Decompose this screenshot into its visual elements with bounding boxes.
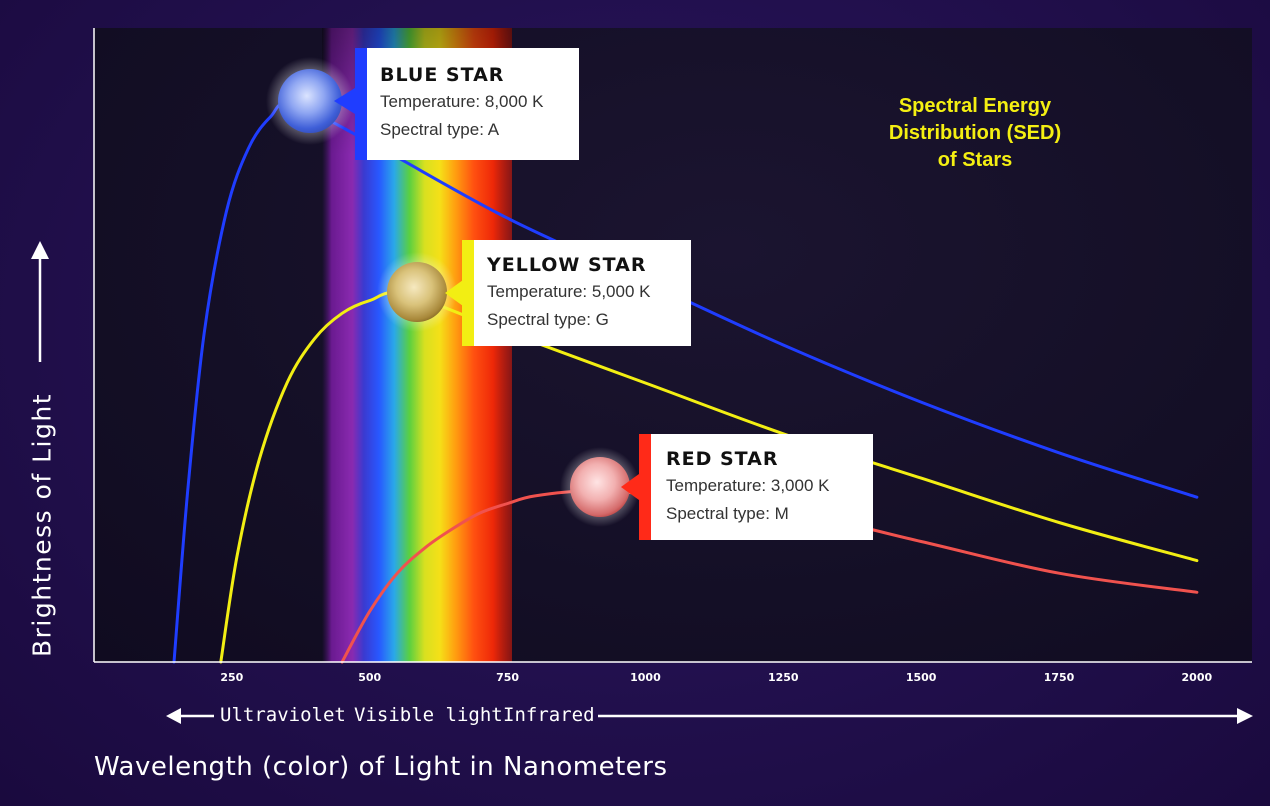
x-tick-label: 2000 — [1182, 671, 1213, 684]
yellow-star-icon — [377, 252, 457, 332]
blue-callout-pointer — [334, 88, 355, 114]
chart-title-line: Spectral Energy — [898, 95, 1052, 117]
red-star-temperature: Temperature: 3,000 K — [666, 476, 830, 495]
x-tick-label: 1000 — [630, 671, 661, 684]
y-direction-arrow — [31, 241, 49, 362]
blue-star-info-box: BLUE STAR Temperature: 8,000 K Spectral … — [355, 48, 579, 160]
y-axis-label: Brightness of Light — [27, 392, 57, 658]
callout-pointers — [334, 88, 639, 500]
yellow-star-temperature: Temperature: 5,000 K — [487, 282, 651, 301]
chart-title-line: of Stars — [937, 149, 1013, 171]
red-callout-pointer — [621, 474, 639, 500]
region-label-infrared: Infrared — [503, 704, 595, 726]
red-star-sed-curve — [340, 489, 1199, 664]
red-star-icon — [560, 447, 640, 527]
red-star-name: RED STAR — [666, 448, 779, 470]
x-tick-label: 250 — [220, 671, 243, 684]
x-tick-labels: 250 500 750 1000 1250 1500 1750 2000 — [220, 671, 1212, 684]
x-tick-label: 1500 — [906, 671, 937, 684]
ultraviolet-arrow-icon — [166, 708, 181, 724]
blue-star-name: BLUE STAR — [380, 64, 505, 86]
yellow-star-name: YELLOW STAR — [487, 254, 647, 276]
red-star-info-box: RED STAR Temperature: 3,000 K Spectral t… — [639, 434, 873, 540]
up-arrow-icon — [31, 241, 49, 259]
blue-accent-bar — [355, 48, 367, 160]
region-label-ultraviolet: Ultraviolet — [220, 704, 346, 726]
axes — [93, 28, 1252, 663]
x-tick-label: 1750 — [1044, 671, 1075, 684]
stars-layer — [266, 57, 640, 527]
chart-title: Spectral Energy Distribution (SED) of St… — [850, 93, 1100, 174]
x-tick-label: 1250 — [768, 671, 799, 684]
x-axis-label: Wavelength (color) of Light in Nanometer… — [94, 752, 668, 782]
infrared-arrow-icon — [1237, 708, 1253, 724]
region-arrows — [166, 708, 1253, 724]
chart-title-line: Distribution (SED) — [888, 122, 1062, 144]
yellow-star-spectral-type: Spectral type: G — [487, 310, 609, 329]
blue-star-temperature: Temperature: 8,000 K — [380, 92, 544, 111]
x-tick-label: 750 — [496, 671, 519, 684]
yellow-accent-bar — [462, 240, 474, 346]
region-label-visible: Visible light — [354, 704, 503, 726]
red-star-spectral-type: Spectral type: M — [666, 504, 789, 523]
blue-star-spectral-type: Spectral type: A — [380, 120, 500, 139]
blue-star-icon — [266, 57, 354, 145]
red-accent-bar — [639, 434, 651, 540]
yellow-star-info-box: YELLOW STAR Temperature: 5,000 K Spectra… — [462, 240, 691, 346]
x-tick-label: 500 — [358, 671, 381, 684]
yellow-callout-pointer — [445, 280, 463, 306]
